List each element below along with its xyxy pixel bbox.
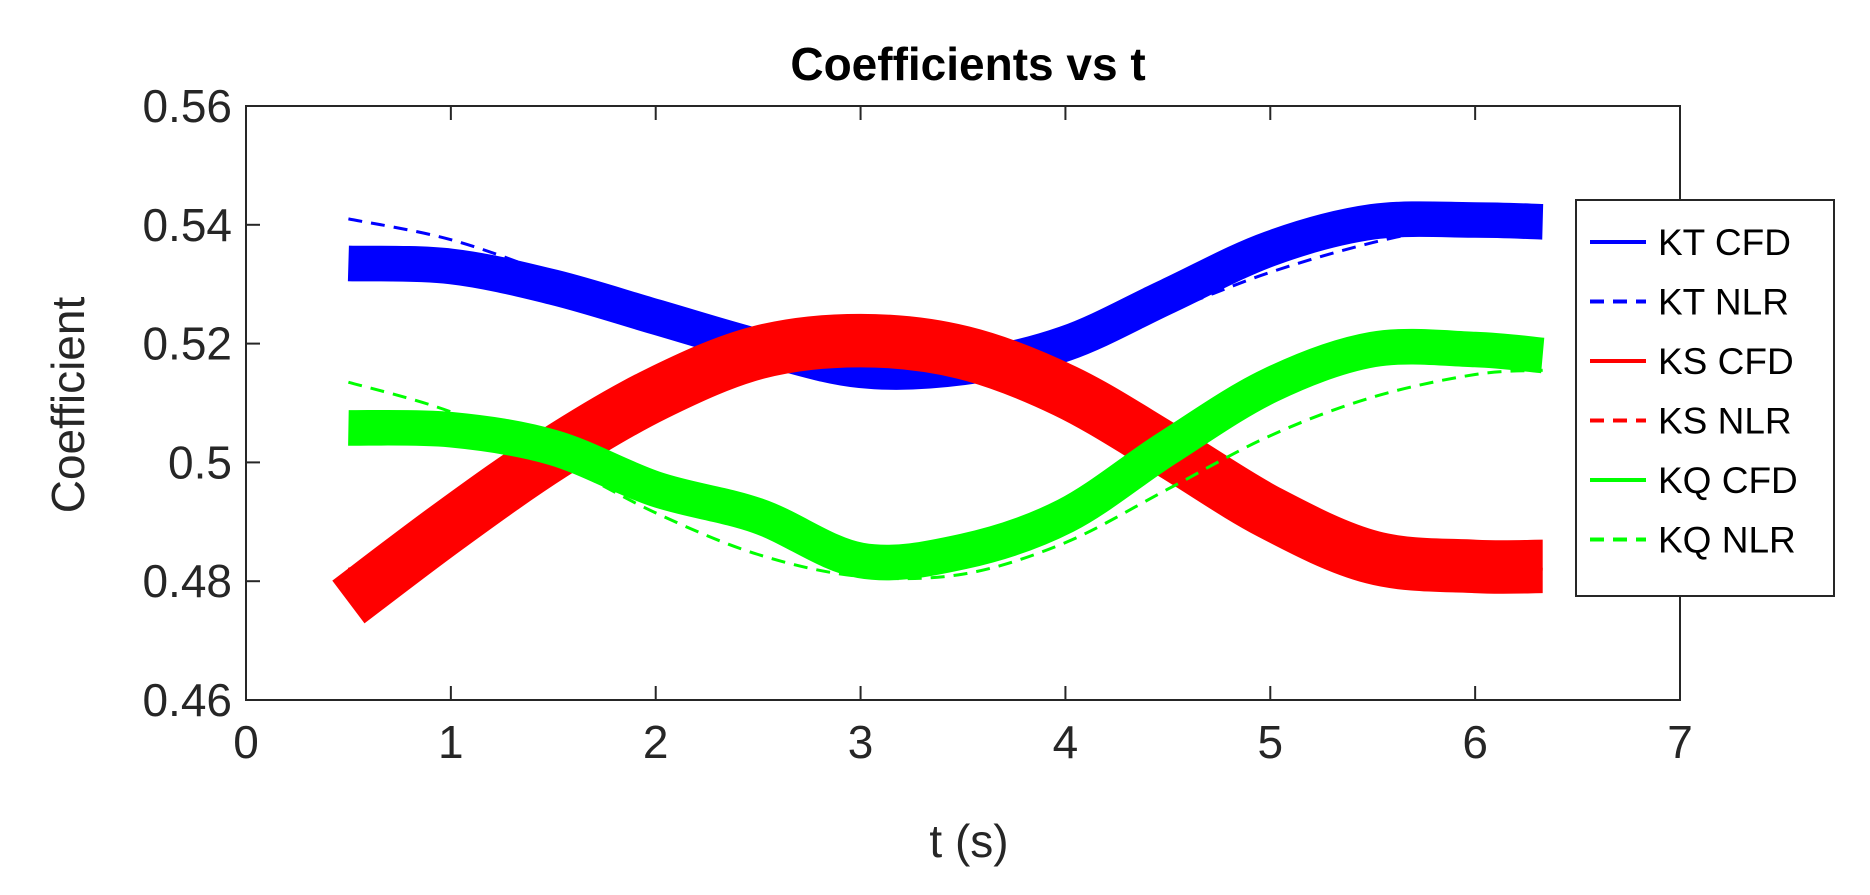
legend-label-ks-cfd: KS CFD	[1658, 341, 1794, 382]
series-group	[332, 201, 1545, 624]
x-tick-label: 3	[848, 716, 874, 768]
series-line-kq-nlr	[347, 368, 1543, 581]
legend-label-kq-cfd: KQ CFD	[1658, 460, 1798, 501]
y-tick-label: 0.48	[142, 555, 232, 607]
legend-label-kq-nlr: KQ NLR	[1658, 520, 1796, 561]
y-tick-label: 0.56	[142, 80, 232, 132]
legend: KT CFD KT NLR KS CFD KS NLR KQ CFD KQ NLR	[1575, 199, 1835, 597]
series-line-ks-nlr	[347, 337, 1543, 571]
y-axis-label: Coefficient	[42, 297, 94, 514]
x-tick-label: 1	[438, 716, 464, 768]
x-tick-label: 2	[643, 716, 669, 768]
series-line-kt-nlr	[348, 211, 1543, 370]
legend-label-kt-cfd: KT CFD	[1658, 222, 1791, 263]
chart-title: Coefficients vs t	[790, 38, 1145, 90]
y-tick-label: 0.52	[142, 318, 232, 370]
series-line-kq-cfd	[348, 328, 1545, 581]
y-tick-label: 0.46	[142, 674, 232, 726]
y-tick-label: 0.54	[142, 199, 232, 251]
x-tick-label: 0	[233, 716, 259, 768]
legend-label-kt-nlr: KT NLR	[1658, 282, 1789, 323]
legend-label-ks-nlr: KS NLR	[1658, 401, 1792, 442]
x-tick-label: 6	[1462, 716, 1488, 768]
x-tick-label: 5	[1257, 716, 1283, 768]
y-tick-label: 0.5	[168, 436, 232, 488]
legend-box	[1575, 199, 1835, 597]
x-tick-label: 4	[1053, 716, 1079, 768]
x-tick-label: 7	[1667, 716, 1693, 768]
plot-area: 0 1 2 3 4 5 6 7 0.46 0.48 0.5 0.52 0.54 0.56	[142, 80, 1692, 768]
x-axis-label: t (s)	[929, 815, 1008, 867]
